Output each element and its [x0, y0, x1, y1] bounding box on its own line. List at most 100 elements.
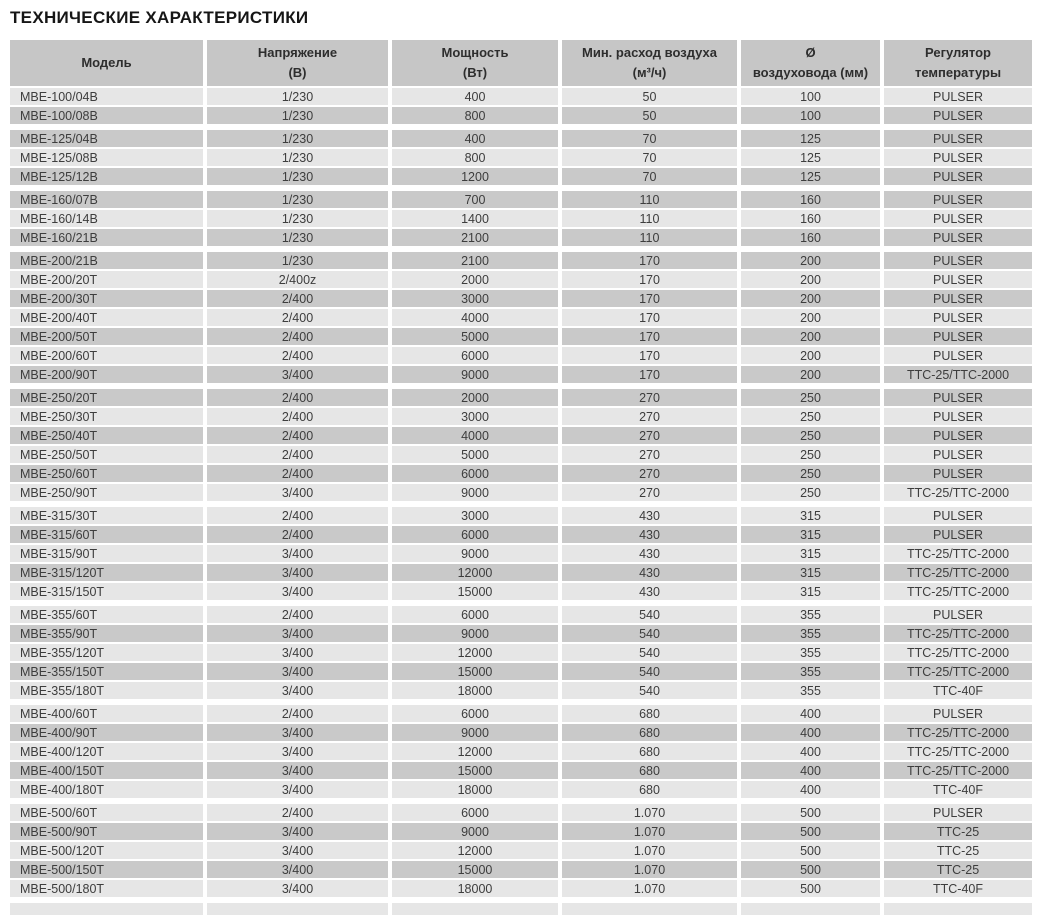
- cell-model: MBE-250/40T: [10, 427, 207, 446]
- cell-airflow: 1.070: [562, 880, 741, 899]
- cell-voltage: 1/230: [207, 168, 392, 187]
- cell-airflow: 430: [562, 583, 741, 602]
- cell-airflow: 170: [562, 290, 741, 309]
- cell-airflow: 540: [562, 644, 741, 663]
- cell-airflow: 1.070: [562, 804, 741, 823]
- cell-power: 2100: [392, 252, 562, 271]
- column-header-regulator: Регулятор температуры: [884, 40, 1032, 88]
- header-line: (В): [288, 65, 307, 80]
- cell-regulator: TTC-40F: [884, 880, 1032, 899]
- cell-power: 6000: [392, 705, 562, 724]
- table-row: MBE-160/07B 1/230 700 110 160 PULSER: [10, 191, 1032, 210]
- cell-diameter: 200: [741, 328, 884, 347]
- cell-model: MBE-250/30T: [10, 408, 207, 427]
- cell-model: MBE-250/20T: [10, 389, 207, 408]
- cell-model: MBE-315/60T: [10, 526, 207, 545]
- table-row: MBE-500/120T 3/400 12000 1.070 500 TTC-25: [10, 842, 1032, 861]
- cell-voltage: 3/400: [207, 724, 392, 743]
- cell-voltage: 2/400z: [207, 271, 392, 290]
- cell-airflow: 430: [562, 545, 741, 564]
- cell-model: MBE-500/60T: [10, 804, 207, 823]
- cell-regulator: PULSER: [884, 507, 1032, 526]
- cell-voltage: 3/400: [207, 545, 392, 564]
- cell-diameter: 500: [741, 880, 884, 899]
- cell-voltage: 3/400: [207, 366, 392, 385]
- cell-regulator: PULSER: [884, 130, 1032, 149]
- cell-regulator: PULSER: [884, 290, 1032, 309]
- table-row: MBE-250/60T 2/400 6000 270 250 PULSER: [10, 465, 1032, 484]
- cell-diameter: 200: [741, 309, 884, 328]
- cell-power: 3000: [392, 507, 562, 526]
- cell-power: 15000: [392, 762, 562, 781]
- table-row: MBE-200/20T 2/400z 2000 170 200 PULSER: [10, 271, 1032, 290]
- cell-airflow: [562, 903, 741, 915]
- header-line: Модель: [81, 54, 132, 70]
- cell-airflow: 430: [562, 564, 741, 583]
- cell-model: MBE-500/120T: [10, 842, 207, 861]
- cell-voltage: 3/400: [207, 564, 392, 583]
- group-spacer: [10, 800, 1032, 804]
- group-spacer: [10, 503, 1032, 507]
- cell-power: 9000: [392, 366, 562, 385]
- cell-diameter: 500: [741, 861, 884, 880]
- cell-regulator: TTC-40F: [884, 781, 1032, 800]
- cell-model: MBE-125/08B: [10, 149, 207, 168]
- cell-airflow: 540: [562, 682, 741, 701]
- cell-diameter: 400: [741, 724, 884, 743]
- cell-regulator: PULSER: [884, 252, 1032, 271]
- cell-model: MBE-125/04B: [10, 130, 207, 149]
- cell-power: 2000: [392, 389, 562, 408]
- cell-power: 9000: [392, 724, 562, 743]
- cell-model: MBE-400/90T: [10, 724, 207, 743]
- cell-regulator: PULSER: [884, 427, 1032, 446]
- column-header-voltage: Напряжение (В): [207, 40, 392, 88]
- cell-regulator: TTC-25/TTC-2000: [884, 366, 1032, 385]
- table-row: MBE-125/04B 1/230 400 70 125 PULSER: [10, 130, 1032, 149]
- table-row: MBE-400/150T 3/400 15000 680 400 TTC-25/TTC-2…: [10, 762, 1032, 781]
- cell-power: 400: [392, 88, 562, 107]
- cell-airflow: 70: [562, 168, 741, 187]
- cell-regulator: PULSER: [884, 191, 1032, 210]
- cell-model: MBE-355/180T: [10, 682, 207, 701]
- cell-power: 12000: [392, 743, 562, 762]
- cell-diameter: 125: [741, 168, 884, 187]
- cell-airflow: 170: [562, 309, 741, 328]
- cell-airflow: 170: [562, 252, 741, 271]
- cutoff-row: [10, 903, 1032, 915]
- cell-regulator: TTC-25/TTC-2000: [884, 644, 1032, 663]
- cell-diameter: 500: [741, 823, 884, 842]
- table-row: MBE-200/30T 2/400 3000 170 200 PULSER: [10, 290, 1032, 309]
- cell-regulator: PULSER: [884, 389, 1032, 408]
- cell-regulator: PULSER: [884, 705, 1032, 724]
- cell-power: 6000: [392, 526, 562, 545]
- cell-diameter: [741, 903, 884, 915]
- table-row: MBE-125/08B 1/230 800 70 125 PULSER: [10, 149, 1032, 168]
- group-spacer: [10, 899, 1032, 903]
- header-line: (м³/ч): [632, 65, 667, 80]
- cell-voltage: 2/400: [207, 446, 392, 465]
- table-row: MBE-200/50T 2/400 5000 170 200 PULSER: [10, 328, 1032, 347]
- cell-voltage: 3/400: [207, 682, 392, 701]
- table-row: MBE-355/180T 3/400 18000 540 355 TTC-40F: [10, 682, 1032, 701]
- cell-voltage: 3/400: [207, 583, 392, 602]
- cell-airflow: 170: [562, 271, 741, 290]
- cell-voltage: 2/400: [207, 427, 392, 446]
- table-row: MBE-250/20T 2/400 2000 270 250 PULSER: [10, 389, 1032, 408]
- cell-power: 400: [392, 130, 562, 149]
- cell-power: 3000: [392, 290, 562, 309]
- cell-voltage: 1/230: [207, 88, 392, 107]
- cell-airflow: 50: [562, 107, 741, 126]
- table-row: MBE-315/120T 3/400 12000 430 315 TTC-25/TTC-2…: [10, 564, 1032, 583]
- cell-voltage: 2/400: [207, 804, 392, 823]
- cell-model: MBE-500/180T: [10, 880, 207, 899]
- cell-power: 18000: [392, 682, 562, 701]
- cell-diameter: 250: [741, 427, 884, 446]
- cell-model: MBE-250/60T: [10, 465, 207, 484]
- cell-power: 12000: [392, 644, 562, 663]
- cell-airflow: 270: [562, 427, 741, 446]
- cell-model: MBE-250/90T: [10, 484, 207, 503]
- cell-power: 6000: [392, 347, 562, 366]
- cell-regulator: TTC-25/TTC-2000: [884, 545, 1032, 564]
- cell-airflow: 680: [562, 724, 741, 743]
- cell-power: 2000: [392, 271, 562, 290]
